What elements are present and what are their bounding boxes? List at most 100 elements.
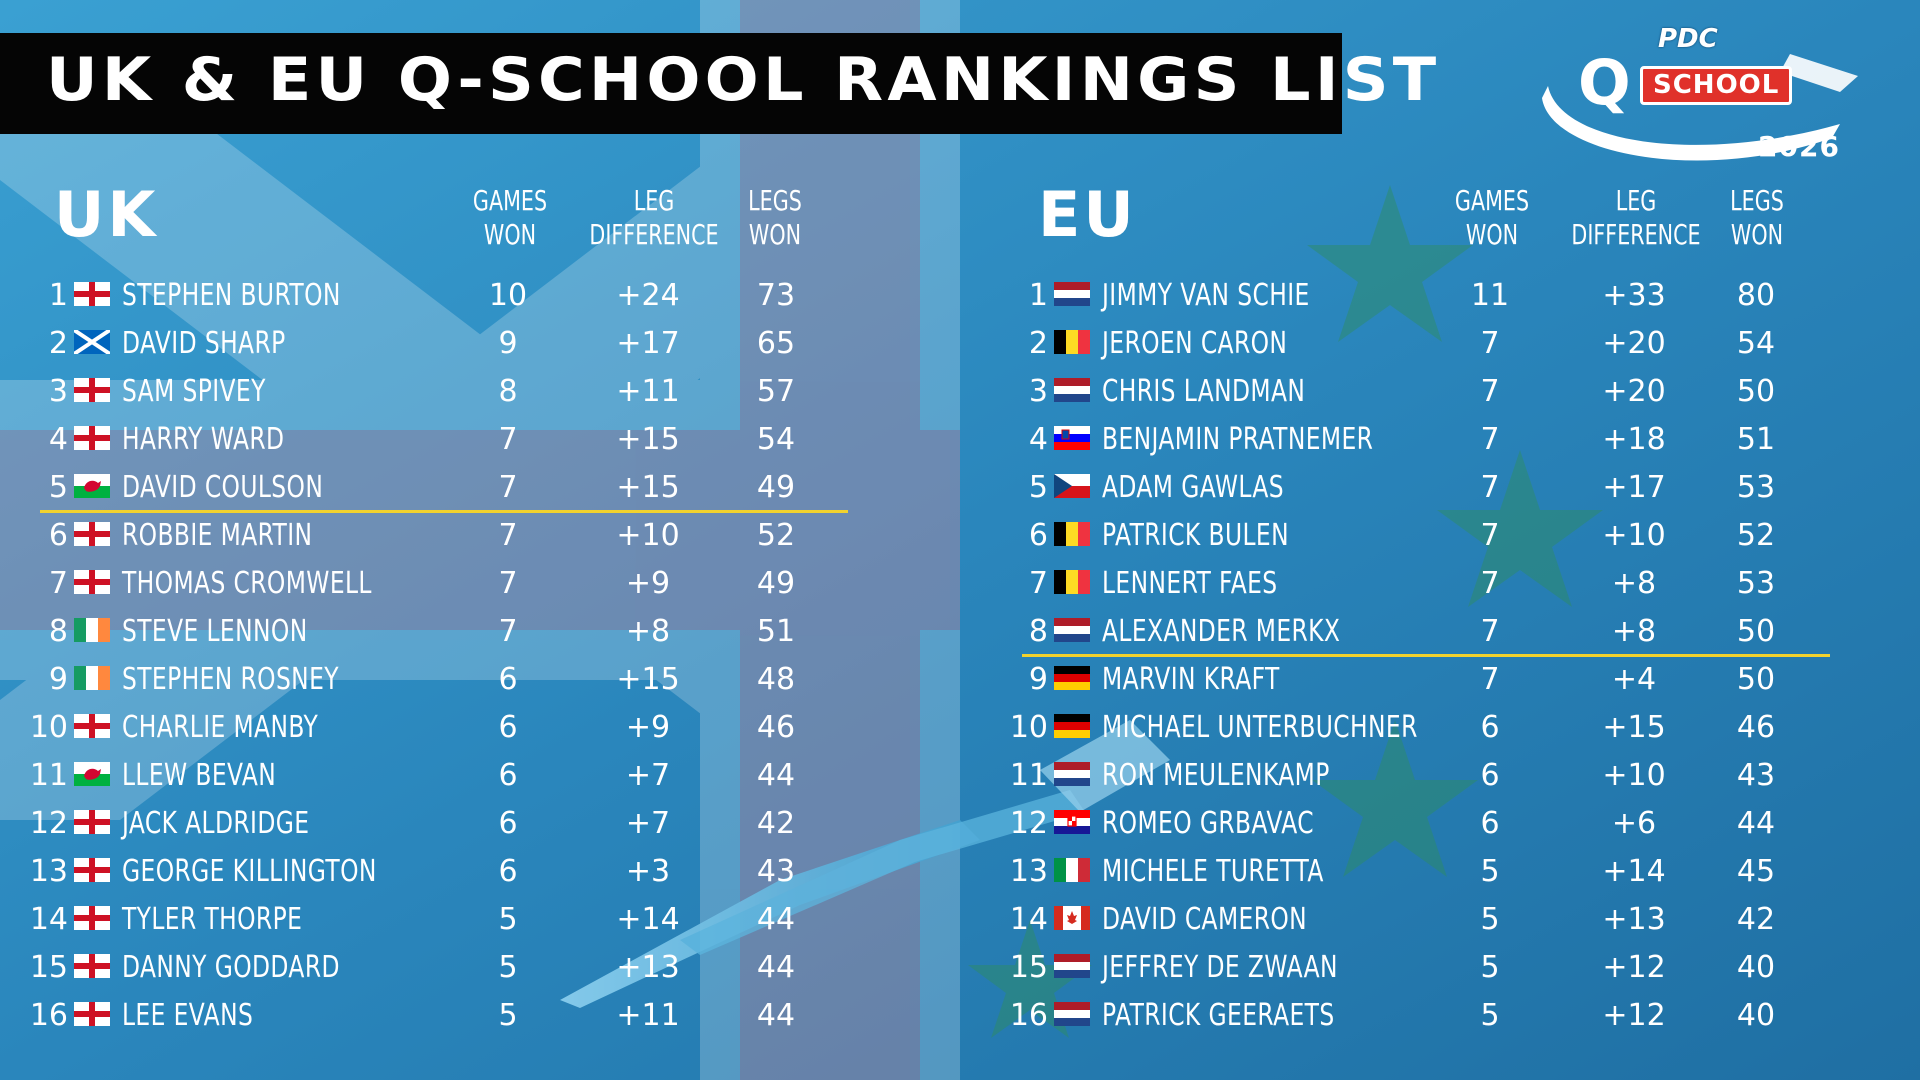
player-name: MICHAEL UNTERBUCHNER	[1102, 710, 1418, 745]
belgium-flag-icon	[1054, 522, 1090, 546]
header-line: GAMES	[472, 184, 548, 217]
games-won-value: 7	[1480, 326, 1500, 361]
games-won-value: 6	[498, 758, 518, 793]
games-won-value: 7	[1480, 662, 1500, 697]
logo-swoosh-art	[1542, 54, 1858, 161]
rank-number: 5	[1028, 470, 1048, 505]
leg-difference-value: +14	[1602, 854, 1666, 889]
legs-won-value: 52	[756, 518, 796, 553]
england-flag-icon	[74, 570, 110, 594]
table-row: 1 STEPHEN BURTON 10 +24 73	[22, 272, 842, 320]
leg-difference-value: +17	[616, 326, 680, 361]
header-line: WON	[1730, 218, 1784, 251]
rank-number: 7	[1028, 566, 1048, 601]
player-name: RON MEULENKAMP	[1102, 758, 1330, 793]
uk-header-leg-difference: LEG DIFFERENCE	[589, 184, 718, 252]
table-row: 10 MICHAEL UNTERBUCHNER 6 +15 46	[1002, 704, 1822, 752]
header-line: GAMES	[1454, 184, 1530, 217]
rank-number: 16	[29, 998, 68, 1033]
player-name: STEVE LENNON	[122, 614, 308, 649]
table-row: 5 ADAM GAWLAS 7 +17 53	[1002, 464, 1822, 512]
player-name: LENNERT FAES	[1102, 566, 1278, 601]
legs-won-value: 54	[1736, 326, 1776, 361]
legs-won-value: 49	[756, 566, 796, 601]
player-name: CHARLIE MANBY	[122, 710, 319, 745]
rank-number: 15	[29, 950, 68, 985]
belgium-flag-icon	[1054, 570, 1090, 594]
games-won-value: 6	[498, 806, 518, 841]
rank-number: 6	[48, 518, 68, 553]
rank-number: 1	[48, 278, 68, 313]
leg-difference-value: +13	[616, 950, 680, 985]
table-row: 11 RON MEULENKAMP 6 +10 43	[1002, 752, 1822, 800]
belgium-flag-icon	[1054, 330, 1090, 354]
legs-won-value: 51	[756, 614, 796, 649]
england-flag-icon	[74, 954, 110, 978]
legs-won-value: 53	[1736, 566, 1776, 601]
games-won-value: 6	[498, 854, 518, 889]
england-flag-icon	[74, 858, 110, 882]
title-bar: UK & EU Q-SCHOOL RANKINGS LIST	[0, 33, 1436, 134]
header-line: DIFFERENCE	[589, 218, 719, 251]
rank-number: 11	[29, 758, 68, 793]
leg-difference-value: +15	[616, 470, 680, 505]
wales-flag-icon	[74, 762, 110, 786]
games-won-value: 5	[498, 950, 518, 985]
croatia-flag-icon	[1054, 810, 1090, 834]
table-row: 6 PATRICK BULEN 7 +10 52	[1002, 512, 1822, 560]
legs-won-value: 40	[1736, 998, 1776, 1033]
games-won-value: 6	[1480, 710, 1500, 745]
legs-won-value: 52	[1736, 518, 1776, 553]
table-row: 9 MARVIN KRAFT 7 +4 50	[1002, 656, 1822, 704]
england-flag-icon	[74, 522, 110, 546]
table-row: 7 THOMAS CROMWELL 7 +9 49	[22, 560, 842, 608]
legs-won-value: 51	[1736, 422, 1776, 457]
netherlands-flag-icon	[1054, 618, 1090, 642]
games-won-value: 7	[1480, 374, 1500, 409]
games-won-value: 7	[1480, 470, 1500, 505]
leg-difference-value: +8	[1611, 614, 1657, 649]
table-row: 15 JEFFREY DE ZWAAN 5 +12 40	[1002, 944, 1822, 992]
rank-number: 2	[48, 326, 68, 361]
legs-won-value: 40	[1736, 950, 1776, 985]
italy-flag-icon	[1054, 858, 1090, 882]
legs-won-value: 50	[1736, 662, 1776, 697]
games-won-value: 5	[1480, 902, 1500, 937]
leg-difference-value: +14	[616, 902, 680, 937]
eu-stars-backdrop	[968, 185, 1603, 1038]
legs-won-value: 42	[1736, 902, 1776, 937]
player-name: ROMEO GRBAVAC	[1102, 806, 1314, 841]
logo-year: 2026	[1758, 130, 1840, 163]
legs-won-value: 45	[1736, 854, 1776, 889]
table-row: 15 DANNY GODDARD 5 +13 44	[22, 944, 842, 992]
netherlands-flag-icon	[1054, 954, 1090, 978]
legs-won-value: 57	[756, 374, 796, 409]
rank-number: 2	[1028, 326, 1048, 361]
games-won-value: 5	[1480, 854, 1500, 889]
games-won-value: 9	[498, 326, 518, 361]
table-row: 16 PATRICK GEERAETS 5 +12 40	[1002, 992, 1822, 1040]
eu-header-leg-difference: LEG DIFFERENCE	[1571, 184, 1700, 252]
leg-difference-value: +20	[1602, 374, 1666, 409]
rank-number: 14	[29, 902, 68, 937]
rank-number: 4	[1028, 422, 1048, 457]
table-row: 2 DAVID SHARP 9 +17 65	[22, 320, 842, 368]
player-name: HARRY WARD	[122, 422, 285, 457]
games-won-value: 8	[498, 374, 518, 409]
leg-difference-value: +10	[616, 518, 680, 553]
eu-header-games-won: GAMES WON	[1455, 184, 1529, 252]
table-row: 3 CHRIS LANDMAN 7 +20 50	[1002, 368, 1822, 416]
games-won-value: 6	[1480, 806, 1500, 841]
legs-won-value: 43	[1736, 758, 1776, 793]
germany-flag-icon	[1054, 666, 1090, 690]
leg-difference-value: +4	[1611, 662, 1657, 697]
legs-won-value: 46	[1736, 710, 1776, 745]
table-row: 14 TYLER THORPE 5 +14 44	[22, 896, 842, 944]
games-won-value: 7	[498, 518, 518, 553]
rank-number: 5	[48, 470, 68, 505]
table-row: 3 SAM SPIVEY 8 +11 57	[22, 368, 842, 416]
table-row: 6 ROBBIE MARTIN 7 +10 52	[22, 512, 842, 560]
leg-difference-value: +9	[625, 566, 671, 601]
player-name: LLEW BEVAN	[122, 758, 277, 793]
